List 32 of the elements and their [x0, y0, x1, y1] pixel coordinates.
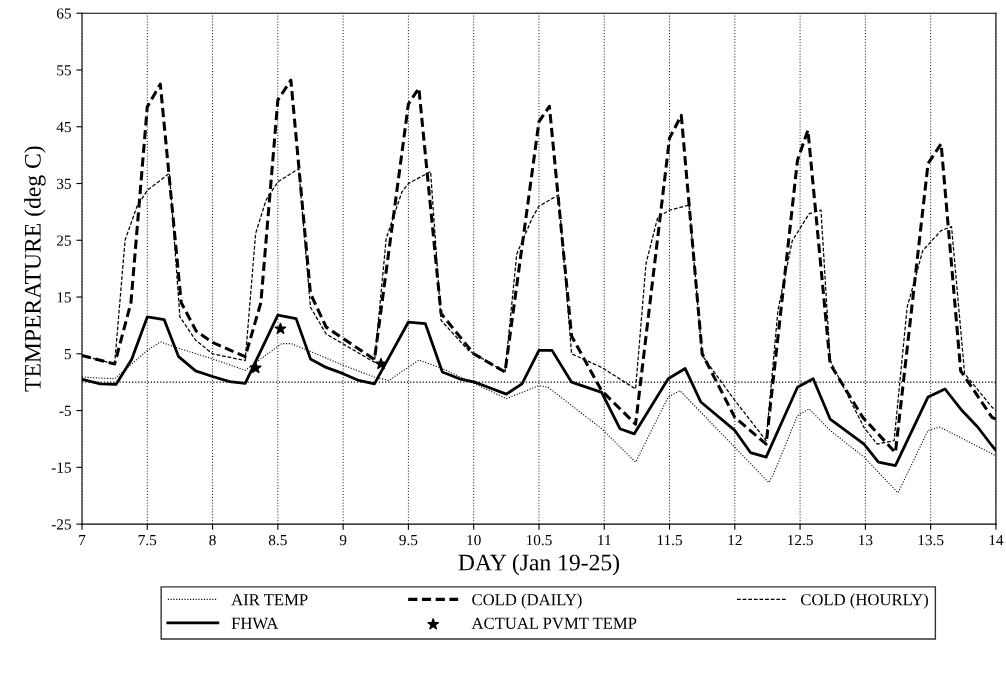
x-tick-label: 11.5: [657, 535, 683, 546]
x-tick-label: 9.5: [399, 534, 418, 546]
y-tick-label: 65: [56, 8, 71, 19]
y-tick-label: 45: [56, 121, 71, 133]
y-tick-label: -25: [51, 519, 71, 530]
y-tick-label: 5: [64, 349, 71, 360]
x-axis-title: DAY (Jan 19-25): [458, 553, 620, 576]
x-tick-label: 13: [859, 534, 873, 546]
x-tick-label: 7.5: [138, 535, 157, 546]
y-axis-title: TEMPERATURE (deg C): [24, 146, 46, 392]
x-tick-label: 10.5: [526, 534, 552, 546]
y-tick-label: 35: [57, 178, 71, 189]
y-tick-label: 25: [56, 235, 71, 246]
y-tick-label: -15: [51, 462, 71, 473]
y-tick-label: 15: [57, 292, 71, 303]
x-tick-label: 10: [467, 534, 481, 546]
legend-label: AIR TEMP: [231, 594, 308, 606]
x-tick-label: 11: [598, 535, 611, 546]
legend-label: FHWA: [231, 617, 279, 629]
x-tick-label: 9: [339, 534, 347, 546]
x-tick-label: 13.5: [918, 534, 944, 546]
x-tick-label: 14: [989, 535, 1004, 546]
x-tick-label: 12: [728, 534, 742, 546]
x-tick-label: 8.5: [268, 534, 287, 546]
y-tick-label: -5: [59, 405, 71, 417]
legend-label: COLD (HOURLY): [800, 593, 928, 609]
y-tick-label: 55: [57, 65, 71, 76]
legend-label: ACTUAL PVMT TEMP: [471, 617, 637, 629]
x-tick-label: 12.5: [788, 534, 813, 546]
x-tick-label: 7: [79, 535, 86, 546]
x-tick-label: 8: [209, 534, 216, 546]
legend-label: COLD (DAILY): [472, 593, 582, 609]
